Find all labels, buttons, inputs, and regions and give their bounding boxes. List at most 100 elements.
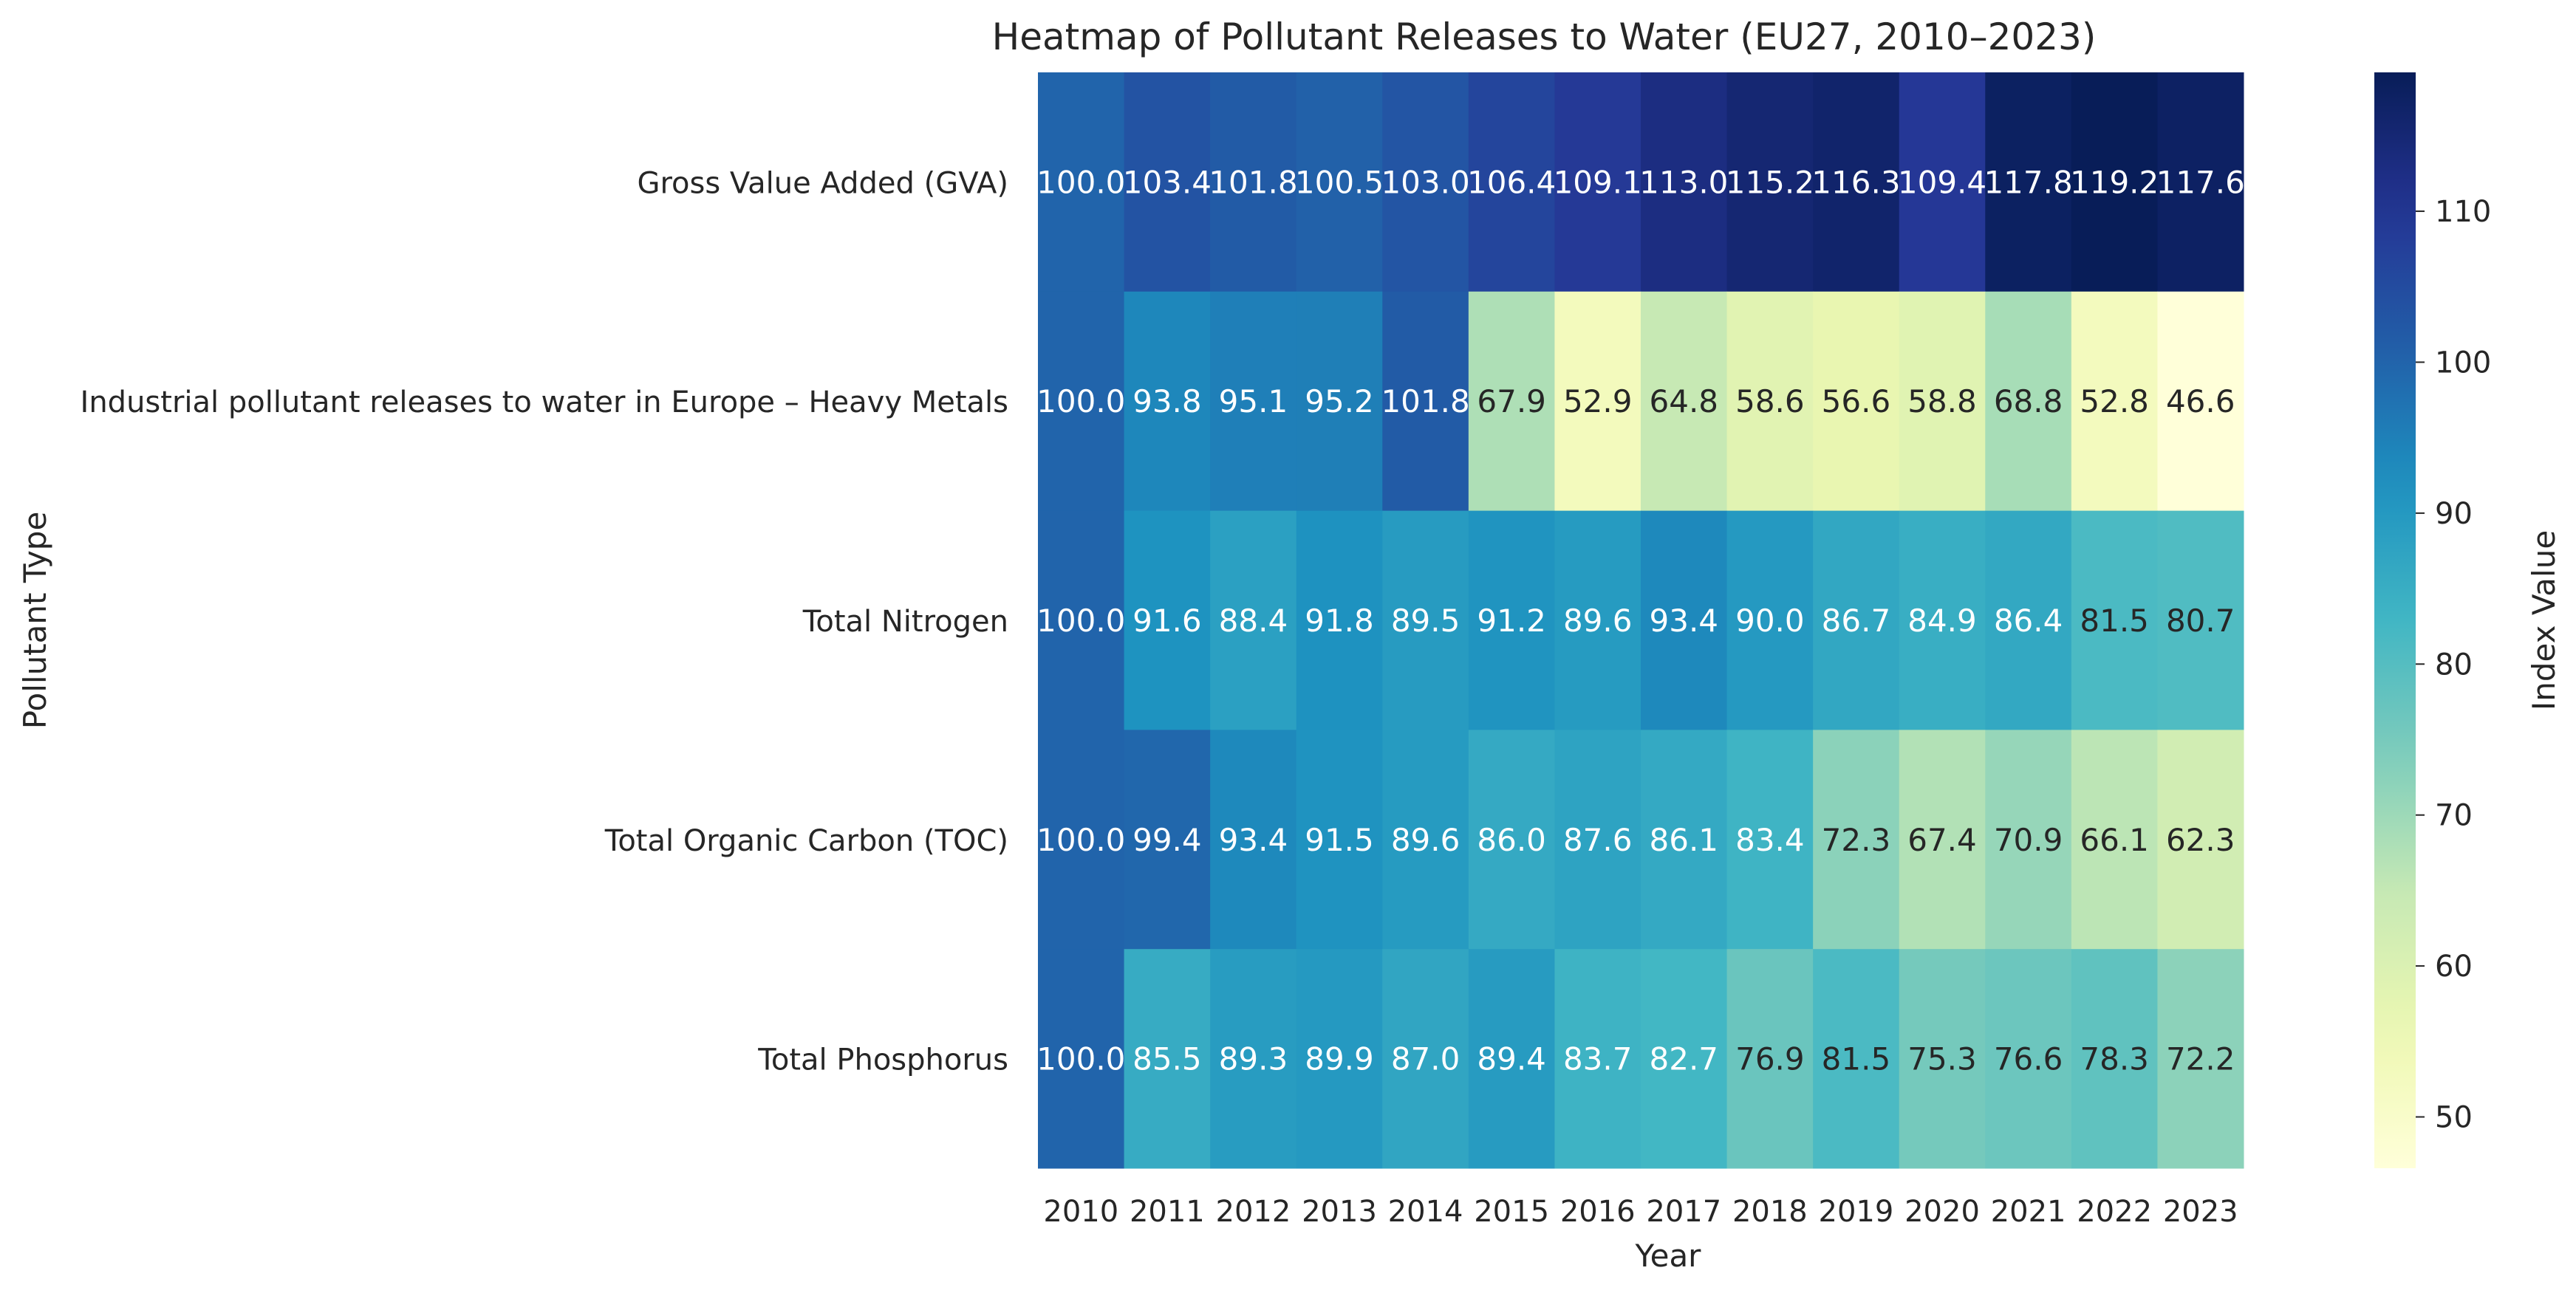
heatmap-cell: [1641, 730, 1728, 950]
heatmap-cell: [1296, 730, 1383, 950]
cell-value-label: 117.6: [2156, 164, 2245, 200]
colorbar-tick-label: 100: [2435, 346, 2491, 380]
heatmap-cell: [1382, 949, 1469, 1169]
cell-value-label: 101.8: [1209, 164, 1297, 200]
x-tick-label: 2020: [1904, 1195, 1980, 1229]
cell-value-label: 46.6: [2166, 383, 2235, 419]
heatmap-cell: [1813, 949, 1900, 1169]
x-tick-label: 2012: [1216, 1195, 1291, 1229]
cell-value-label: 64.8: [1650, 383, 1719, 419]
x-tick-label: 2023: [2163, 1195, 2238, 1229]
cell-value-label: 83.7: [1563, 1041, 1633, 1077]
heatmap-cell: [1296, 72, 1383, 292]
cell-value-label: 86.1: [1650, 822, 1719, 858]
cell-value-label: 89.4: [1477, 1041, 1546, 1077]
colorbar-tick-label: 80: [2435, 648, 2473, 682]
heatmap-cell: [1038, 291, 1125, 512]
x-tick-label: 2017: [1646, 1195, 1721, 1229]
heatmap-cell: [1296, 510, 1383, 730]
heatmap-cell: [1554, 730, 1641, 950]
cell-value-label: 100.0: [1036, 164, 1125, 200]
heatmap-cell: [1038, 730, 1125, 950]
heatmap-cell: [1899, 730, 1986, 950]
cell-value-label: 91.2: [1477, 603, 1546, 639]
heatmap-cell: [1296, 949, 1383, 1169]
cell-value-label: 86.7: [1822, 603, 1891, 639]
heatmap-cell: [1554, 291, 1641, 512]
y-tick-label: Gross Value Added (GVA): [637, 166, 1008, 200]
cell-value-label: 78.3: [2080, 1041, 2149, 1077]
cell-value-label: 89.9: [1305, 1041, 1374, 1077]
cell-value-label: 58.6: [1735, 383, 1805, 419]
cell-value-label: 70.9: [1994, 822, 2063, 858]
heatmap-cell: [1554, 949, 1641, 1169]
cell-value-label: 116.3: [1811, 164, 1900, 200]
cell-value-label: 103.4: [1123, 164, 1212, 200]
heatmap-cell: [1382, 730, 1469, 950]
cell-value-label: 100.0: [1036, 822, 1125, 858]
y-tick-label: Industrial pollutant releases to water i…: [81, 385, 1008, 419]
heatmap-cell: [2071, 949, 2158, 1169]
cell-value-label: 103.0: [1381, 164, 1469, 200]
cell-value-label: 87.0: [1391, 1041, 1460, 1077]
x-tick-label: 2018: [1732, 1195, 1808, 1229]
cell-value-label: 91.6: [1132, 603, 1202, 639]
heatmap-cell: [1899, 949, 1986, 1169]
cell-value-label: 67.9: [1477, 383, 1546, 419]
heatmap-cell-labels: 100.0103.4101.8100.5103.0106.4109.1113.0…: [1036, 164, 2245, 1077]
cell-value-label: 109.4: [1898, 164, 1986, 200]
heatmap-cell: [1813, 72, 1900, 292]
cell-value-label: 72.2: [2166, 1041, 2235, 1077]
heatmap-cell: [1382, 72, 1469, 292]
x-tick-label: 2019: [1819, 1195, 1894, 1229]
cell-value-label: 117.8: [1984, 164, 2072, 200]
cell-value-label: 100.0: [1036, 383, 1125, 419]
heatmap-cell: [1210, 949, 1297, 1169]
colorbar-tick-label: 70: [2435, 799, 2473, 833]
heatmap-cell: [2071, 291, 2158, 512]
cell-value-label: 90.0: [1735, 603, 1805, 639]
cell-value-label: 89.3: [1219, 1041, 1288, 1077]
heatmap-cell: [1468, 72, 1555, 292]
colorbar: [2374, 72, 2416, 1168]
heatmap-cell: [2071, 72, 2158, 292]
heatmap-cell: [1899, 72, 1986, 292]
cell-value-label: 89.6: [1563, 603, 1633, 639]
heatmap-cell: [1038, 72, 1125, 292]
cell-value-label: 99.4: [1132, 822, 1202, 858]
cell-value-label: 87.6: [1563, 822, 1633, 858]
heatmap-cell: [1641, 72, 1728, 292]
heatmap-cell: [1899, 510, 1986, 730]
heatmap-cell: [1726, 949, 1814, 1169]
heatmap-cell: [1210, 510, 1297, 730]
cell-value-label: 89.6: [1391, 822, 1460, 858]
cell-value-label: 83.4: [1735, 822, 1805, 858]
cell-value-label: 91.8: [1305, 603, 1374, 639]
heatmap-cell: [1554, 72, 1641, 292]
heatmap-cell: [1468, 291, 1555, 512]
cell-value-label: 82.7: [1650, 1041, 1719, 1077]
heatmap-cell: [1985, 510, 2072, 730]
cell-value-label: 119.2: [2070, 164, 2159, 200]
cell-value-label: 93.4: [1219, 822, 1288, 858]
cell-value-label: 95.2: [1305, 383, 1374, 419]
cell-value-label: 68.8: [1994, 383, 2063, 419]
heatmap-cell: [2071, 510, 2158, 730]
heatmap-cell: [2071, 730, 2158, 950]
colorbar-tick-label: 110: [2435, 195, 2491, 229]
cell-value-label: 52.9: [1563, 383, 1633, 419]
cell-value-label: 75.3: [1907, 1041, 1977, 1077]
cell-value-label: 76.9: [1735, 1041, 1805, 1077]
heatmap-cell: [1899, 291, 1986, 512]
colorbar-ticks: 50 60 70 80 90 100 110: [2416, 195, 2491, 1135]
x-tick-label: 2011: [1130, 1195, 1205, 1229]
cell-value-label: 100.0: [1036, 1041, 1125, 1077]
heatmap-cell: [1985, 291, 2072, 512]
heatmap-cell: [1468, 949, 1555, 1169]
y-tick-label: Total Organic Carbon (TOC): [604, 824, 1008, 858]
heatmap-cell: [2157, 949, 2244, 1169]
heatmap-cell: [1468, 510, 1555, 730]
cell-value-label: 84.9: [1907, 603, 1977, 639]
heatmap-cell: [1468, 730, 1555, 950]
